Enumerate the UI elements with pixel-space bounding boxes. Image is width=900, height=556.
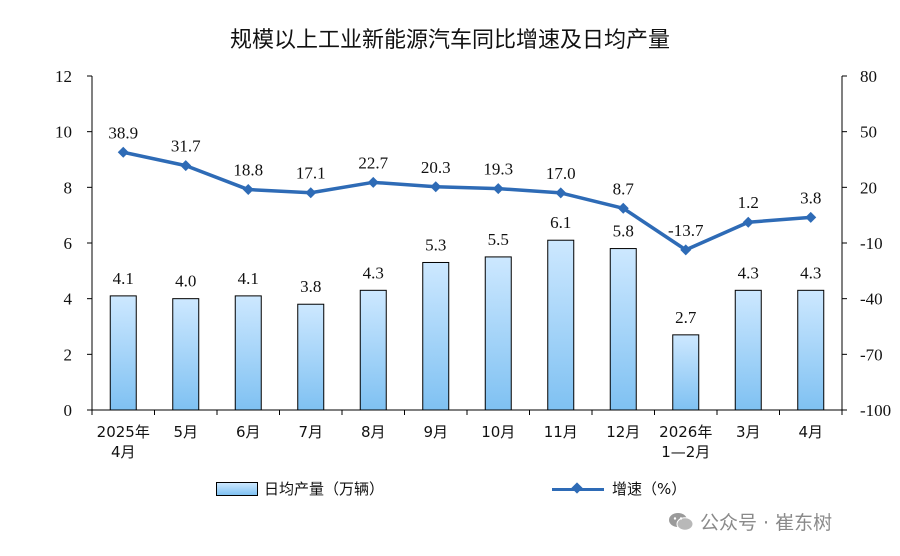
line-value-label: -13.7 xyxy=(668,221,704,240)
right-axis-tick-label: 20 xyxy=(860,178,877,197)
growth-point xyxy=(555,187,567,199)
legend-bar-label: 日均产量（万辆） xyxy=(264,480,385,498)
line-value-label: 17.1 xyxy=(296,164,326,183)
bar-value-label: 2.7 xyxy=(675,308,697,327)
x-axis-category-label: 2025年 xyxy=(97,423,150,441)
line-value-label: 17.0 xyxy=(546,164,576,183)
watermark-text: 公众号 · 崔东树 xyxy=(700,512,833,534)
bar-value-label: 4.0 xyxy=(175,272,196,291)
legend-item-line: 增速（%） xyxy=(552,478,686,499)
x-axis-category-label: 4月 xyxy=(798,423,823,441)
line-value-label: 8.7 xyxy=(613,179,635,198)
legend-bar-swatch xyxy=(216,481,258,496)
line-value-label: 22.7 xyxy=(358,153,388,172)
growth-point xyxy=(492,183,504,195)
legend-item-bars: 日均产量（万辆） xyxy=(216,478,384,499)
bar-value-label: 4.1 xyxy=(238,269,259,288)
bar-value-label: 4.3 xyxy=(363,263,384,282)
bar-value-label: 5.3 xyxy=(425,235,446,254)
right-axis-tick-label: -100 xyxy=(860,401,891,420)
growth-point xyxy=(242,184,254,196)
right-axis-tick-label: -10 xyxy=(860,234,883,253)
x-axis-category-label: 11月 xyxy=(544,423,578,441)
x-axis-category-label: 8月 xyxy=(361,423,386,441)
bar-daily-output xyxy=(672,334,700,411)
line-value-label: 18.8 xyxy=(233,161,263,180)
wechat-icon xyxy=(668,512,694,532)
growth-point xyxy=(617,202,629,214)
chart-title: 规模以上工业新能源汽车同比增速及日均产量 xyxy=(229,28,670,53)
line-value-label: 1.2 xyxy=(738,193,759,212)
bar-value-label: 4.3 xyxy=(738,263,759,282)
right-axis-tick-label: 80 xyxy=(860,67,877,86)
bar-daily-output xyxy=(734,289,762,411)
growth-point xyxy=(680,244,692,256)
bar-value-label: 6.1 xyxy=(550,213,571,232)
bar-daily-output xyxy=(359,289,387,411)
right-axis-tick-label: -40 xyxy=(860,290,883,309)
left-axis-tick-label: 2 xyxy=(64,345,73,364)
bar-value-label: 4.3 xyxy=(800,263,821,282)
bar-daily-output xyxy=(172,298,200,411)
bar-daily-output xyxy=(484,256,512,411)
legend-line-swatch xyxy=(552,482,604,496)
x-axis-category-label: 3月 xyxy=(736,423,761,441)
left-axis-tick-label: 0 xyxy=(64,401,73,420)
bar-daily-output xyxy=(797,289,825,411)
line-value-label: 19.3 xyxy=(483,160,513,179)
bar-daily-output xyxy=(422,261,450,411)
growth-point xyxy=(180,160,192,172)
growth-point xyxy=(805,211,817,223)
bar-daily-output xyxy=(297,303,325,411)
left-axis-tick-label: 12 xyxy=(55,67,72,86)
x-axis-category-label: 2026年 xyxy=(659,423,712,441)
growth-point xyxy=(367,176,379,188)
x-axis-category-label: 7月 xyxy=(298,423,323,441)
right-axis-tick-label: 50 xyxy=(860,123,877,142)
line-value-label: 31.7 xyxy=(171,137,201,156)
line-value-label: 20.3 xyxy=(421,158,451,177)
x-axis-category-label: 12月 xyxy=(606,423,640,441)
watermark: 公众号 · 崔东树 xyxy=(668,508,832,535)
bar-value-label: 4.1 xyxy=(113,269,134,288)
left-axis-tick-label: 10 xyxy=(55,123,72,142)
x-axis-category-label: 5月 xyxy=(173,423,198,441)
bar-value-label: 3.8 xyxy=(300,277,321,296)
growth-point xyxy=(117,146,129,158)
left-axis-tick-label: 6 xyxy=(64,234,73,253)
growth-line xyxy=(122,150,811,252)
x-axis-category-label: 1—2月 xyxy=(661,443,710,461)
bar-daily-output xyxy=(609,248,637,411)
bar-daily-output xyxy=(234,295,262,411)
bar-daily-output xyxy=(109,295,137,411)
right-axis-tick-label: -70 xyxy=(860,345,883,364)
growth-point xyxy=(742,216,754,228)
line-value-label: 3.8 xyxy=(800,188,821,207)
x-axis-category-label: 4月 xyxy=(111,443,136,461)
bar-value-label: 5.5 xyxy=(488,230,509,249)
legend-line-label: 增速（%） xyxy=(612,480,687,498)
line-value-label: 38.9 xyxy=(108,123,138,142)
growth-point xyxy=(430,181,442,193)
x-axis-category-label: 6月 xyxy=(236,423,261,441)
x-axis-category-label: 10月 xyxy=(481,423,515,441)
bar-value-label: 5.8 xyxy=(613,222,634,241)
left-axis-tick-label: 8 xyxy=(64,178,73,197)
x-axis-category-label: 9月 xyxy=(423,423,448,441)
left-axis-tick-label: 4 xyxy=(64,290,73,309)
bar-daily-output xyxy=(547,239,575,411)
growth-point xyxy=(305,187,317,199)
